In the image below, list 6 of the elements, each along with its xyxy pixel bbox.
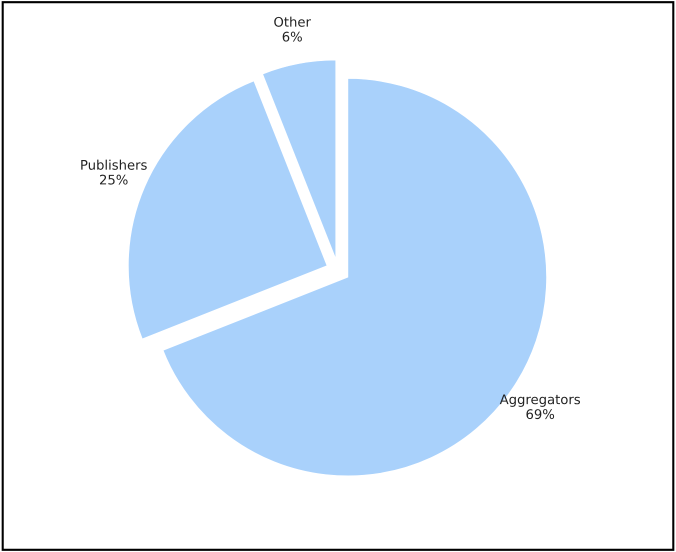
slice-label: Other [274, 16, 311, 27]
data-label: 69% [526, 409, 554, 420]
slice-label: Publishers [81, 160, 147, 170]
data-label: 25% [100, 174, 128, 185]
data-label: 6% [282, 32, 302, 42]
slice-label: Aggregators [500, 394, 580, 407]
